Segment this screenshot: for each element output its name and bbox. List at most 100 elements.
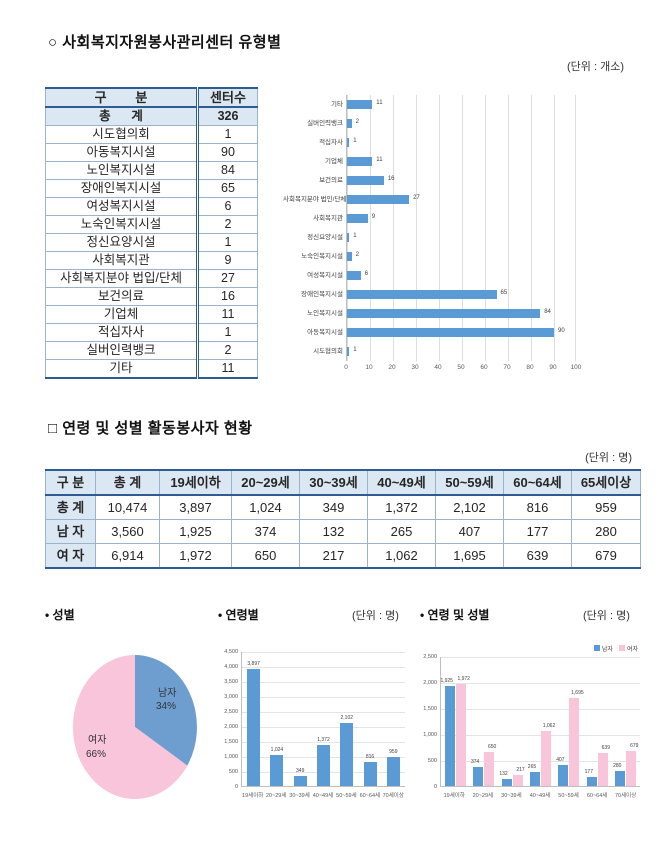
pie-label-female: 여자 — [88, 735, 107, 746]
cell-value: 650 — [231, 543, 300, 569]
bar-group: 374 650 — [469, 657, 497, 786]
y-tick-label: 1,000 — [423, 732, 437, 738]
cell-value: 374 — [231, 519, 300, 544]
y-tick-label: 0 — [234, 784, 238, 790]
age-gender-bar-chart: 남자 여자 1,925 1,972 374 650 132 217 265 1,062 407 1,… — [412, 630, 652, 810]
bar-group: 1,925 1,972 — [440, 657, 470, 786]
hbar-category-label: 기업체 — [325, 158, 343, 165]
row-value: 16 — [196, 287, 258, 306]
bar-value-label: 816 — [365, 753, 375, 760]
hbar-row: 16 — [347, 171, 637, 190]
bar: 407 — [556, 757, 569, 786]
cell-value: 6,914 — [95, 543, 160, 569]
table-row: 사회복지관 9 — [45, 251, 258, 270]
column-header: 40~49세 — [367, 469, 436, 496]
age-gender-chart-unit-label: (단위 : 명) — [583, 610, 630, 622]
x-tick-label: 50 — [457, 364, 465, 371]
bar-group: 177 639 — [583, 657, 611, 786]
age-gender-chart-title: • 연령 및 성별 — [420, 608, 490, 622]
x-tick-label: 10 — [365, 364, 373, 371]
x-tick-label: 60~64세 — [586, 793, 608, 799]
bar-value-label: 679 — [630, 742, 639, 749]
column-header: 구 분 — [45, 469, 96, 496]
bar — [347, 309, 541, 318]
x-tick-label: 19세이하 — [242, 793, 264, 799]
table-row: 사회복지분야 법입/단체 27 — [45, 269, 258, 288]
y-tick-label: 4,000 — [224, 664, 238, 670]
y-tick-label: 500 — [228, 769, 238, 775]
bar-value-label: 1,695 — [571, 689, 584, 696]
bar-value-label: 650 — [487, 744, 497, 751]
row-label: 노숙인복지시설 — [45, 215, 198, 234]
row-label: 남 자 — [45, 519, 96, 544]
hbar-category-label: 정신요양시설 — [307, 234, 343, 241]
pie-chart-title: • 성별 — [45, 608, 75, 622]
x-tick-label: 40 — [434, 364, 442, 371]
row-label: 총 계 — [45, 494, 96, 520]
table-row: 노인복지시설 84 — [45, 161, 258, 180]
pie-label-male: 남자 — [158, 688, 177, 699]
age-chart-plot: 3,897 1,024 349 1,372 2,102 816 959 — [241, 652, 405, 787]
x-tick-label: 30~39세 — [289, 793, 310, 799]
row-value: 90 — [196, 143, 258, 162]
row-value: 2 — [196, 341, 258, 360]
bar-value-label: 27 — [413, 195, 420, 201]
row-value: 326 — [196, 106, 258, 126]
y-tick-label: 2,000 — [423, 680, 437, 686]
table-row: 여 자 6,914 1,972 650 217 1,062 1,695 639 679 — [45, 543, 641, 569]
cell-value: 10,474 — [95, 494, 160, 520]
age-gender-chart-x-axis: 19세이하 20~29세 30~39세 40~49세 50~59세 60~64세 70세이상 — [440, 791, 640, 799]
bar-group: 407 1,695 — [555, 657, 584, 786]
bar-value-label: 349 — [296, 767, 305, 774]
y-tick-label: 3,000 — [224, 694, 238, 700]
bar-value-label: 2 — [355, 119, 359, 125]
section2-unit-label: (단위 : 명) — [585, 452, 632, 464]
row-label: 총 계 — [45, 106, 198, 126]
bar: 217 — [512, 767, 525, 786]
row-value: 11 — [196, 359, 258, 379]
row-value: 27 — [196, 269, 258, 288]
cell-value: 1,062 — [367, 543, 436, 569]
bar-value-label: 1,372 — [317, 736, 330, 743]
bar: 1,372 — [316, 737, 330, 786]
bar-group: 280 679 — [612, 657, 640, 786]
y-tick-label: 4,500 — [224, 649, 238, 655]
bar — [347, 252, 352, 261]
row-label: 노인복지시설 — [45, 161, 198, 180]
hbar-row: 90 — [347, 323, 637, 342]
bar — [347, 176, 384, 185]
pie-value-female: 66% — [86, 749, 107, 760]
pie-value-male: 34% — [156, 701, 177, 712]
column-header: 총 계 — [95, 469, 160, 496]
y-tick-label: 2,500 — [423, 654, 437, 660]
x-tick-label: 90 — [549, 364, 557, 371]
bar-value-label: 639 — [601, 744, 610, 751]
chart-legend: 남자 여자 — [593, 644, 638, 653]
column-header: 19세이하 — [159, 469, 232, 496]
cell-value: 407 — [435, 519, 504, 544]
bar — [347, 138, 350, 147]
column-header: 50~59세 — [435, 469, 504, 496]
bar-group: 132 217 — [498, 657, 526, 786]
bar-value-label: 3,897 — [247, 661, 260, 668]
bar — [347, 157, 373, 166]
hbar-category-label: 사회복지관 — [313, 215, 343, 222]
bar — [347, 214, 368, 223]
bar-value-label: 407 — [556, 756, 565, 763]
hbar-row: 11 — [347, 152, 637, 171]
bar-value-label: 16 — [387, 176, 395, 182]
hbar-category-label: 적십자사 — [319, 139, 343, 146]
cell-value: 1,024 — [231, 494, 300, 520]
row-label: 보건의료 — [45, 287, 198, 306]
x-tick-label: 50~59세 — [558, 793, 579, 799]
bar — [347, 119, 352, 128]
row-value: 1 — [196, 323, 258, 342]
cell-value: 2,102 — [435, 494, 504, 520]
row-label: 정신요양시설 — [45, 233, 198, 252]
x-tick-label: 80 — [526, 364, 534, 371]
cell-value: 280 — [571, 519, 641, 544]
row-value: 84 — [196, 161, 258, 180]
cell-value: 265 — [367, 519, 436, 544]
hbar-row: 27 — [347, 190, 637, 209]
